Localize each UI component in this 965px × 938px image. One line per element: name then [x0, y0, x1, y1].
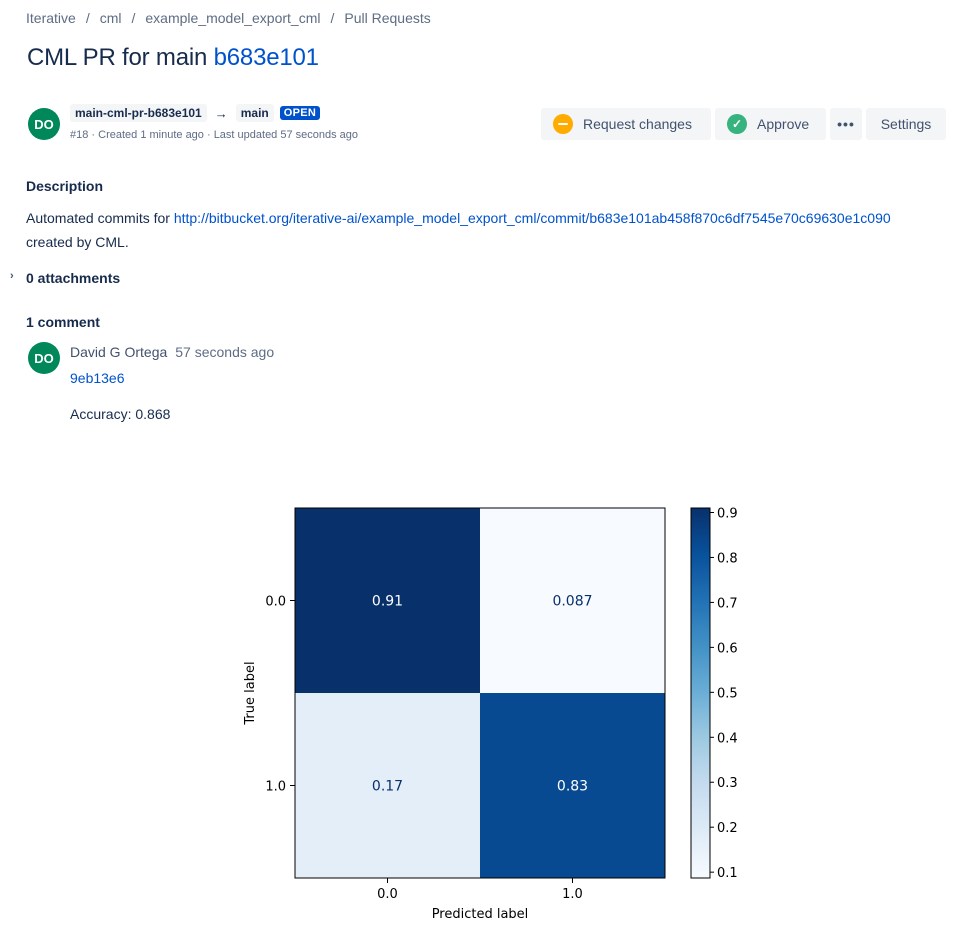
cell-value-label: 0.83 — [557, 779, 588, 795]
breadcrumb-item-pull-requests[interactable]: Pull Requests — [344, 10, 431, 26]
arrow-right-icon: → — [214, 105, 228, 121]
pr-meta: #18 · Created 1 minute ago · Last update… — [70, 129, 359, 141]
more-icon: ••• — [837, 116, 855, 132]
commit-hash-link[interactable]: b683e101 — [213, 44, 319, 71]
avatar[interactable]: DO — [28, 108, 60, 140]
page-title-text: CML PR for main — [27, 44, 208, 71]
breadcrumb-separator: / — [85, 10, 90, 26]
breadcrumb: Iterative / cml / example_model_export_c… — [26, 10, 431, 26]
comment-author[interactable]: David G Ortega — [70, 344, 168, 360]
settings-label: Settings — [880, 116, 932, 132]
breadcrumb-item-workspace[interactable]: Iterative — [26, 10, 76, 26]
page-title: CML PR for main b683e101 — [27, 44, 319, 72]
colorbar-tick-label: 0.9 — [717, 506, 738, 521]
x-axis-label: Predicted label — [432, 907, 529, 922]
description-body: Automated commits for http://bitbucket.o… — [26, 206, 946, 254]
heatmap-cell — [295, 508, 480, 693]
heatmap-cell — [480, 508, 665, 693]
minus-circle-icon — [553, 114, 573, 134]
colorbar — [690, 507, 711, 879]
check-circle-icon: ✓ — [727, 114, 747, 134]
more-actions-button[interactable]: ••• — [830, 108, 862, 140]
target-branch[interactable]: main — [235, 104, 274, 122]
x-tick-label: 0.0 — [377, 887, 398, 902]
approve-button[interactable]: ✓ Approve — [715, 108, 826, 140]
comment-header: David G Ortega 57 seconds ago — [70, 344, 274, 360]
comment-commit-link[interactable]: 9eb13e6 — [70, 370, 125, 386]
breadcrumb-item-project[interactable]: cml — [99, 10, 122, 26]
heatmap-cell — [295, 693, 480, 878]
pr-actions: Request changes ✓ Approve ••• Settings — [541, 108, 946, 140]
status-badge: OPEN — [279, 106, 321, 120]
comment-avatar[interactable]: DO — [28, 342, 60, 374]
colorbar-tick-label: 0.1 — [717, 866, 738, 881]
settings-button[interactable]: Settings — [866, 108, 946, 140]
description-text: Automated commits for — [26, 210, 174, 226]
attachments-toggle[interactable]: 0 attachments — [26, 270, 121, 286]
description-text-after: created by CML. — [26, 234, 129, 250]
colorbar-tick-label: 0.7 — [717, 596, 738, 611]
y-tick-label: 0.0 — [265, 595, 286, 610]
source-branch[interactable]: main-cml-pr-b683e101 — [70, 104, 207, 122]
request-changes-button[interactable]: Request changes — [541, 108, 711, 140]
colorbar-tick-label: 0.6 — [717, 641, 738, 656]
request-changes-label: Request changes — [583, 116, 692, 132]
plot-frame — [294, 507, 666, 879]
branch-row: main-cml-pr-b683e101 → main OPEN — [70, 104, 321, 122]
chevron-right-icon[interactable]: › — [10, 270, 14, 282]
colorbar-tick-label: 0.3 — [717, 776, 738, 791]
comments-heading: 1 comment — [26, 314, 100, 330]
y-axis-label: True label — [243, 661, 258, 725]
colorbar-tick-label: 0.2 — [717, 821, 738, 836]
cell-value-label: 0.91 — [372, 594, 403, 610]
comment-time[interactable]: 57 seconds ago — [175, 344, 275, 360]
colorbar-tick-label: 0.4 — [717, 731, 738, 746]
accuracy-text: Accuracy: 0.868 — [70, 406, 171, 422]
x-tick-label: 1.0 — [562, 887, 583, 902]
breadcrumb-separator: / — [131, 10, 136, 26]
description-heading: Description — [26, 178, 104, 194]
breadcrumb-separator: / — [330, 10, 335, 26]
breadcrumb-item-repo[interactable]: example_model_export_cml — [145, 10, 321, 26]
approve-label: Approve — [757, 116, 810, 132]
colorbar-tick-label: 0.5 — [717, 686, 738, 701]
cell-value-label: 0.17 — [372, 779, 403, 795]
y-tick-label: 1.0 — [265, 780, 286, 795]
commit-url-link[interactable]: http://bitbucket.org/iterative-ai/exampl… — [173, 210, 891, 226]
colorbar-tick-label: 0.8 — [717, 551, 738, 566]
confusion-matrix-chart: 0.91 0.087 0.17 0.83 0.0 1.0 0.0 1.0 Predicted l… — [243, 506, 738, 922]
cell-value-label: 0.087 — [552, 594, 592, 610]
heatmap-cell — [480, 693, 665, 878]
